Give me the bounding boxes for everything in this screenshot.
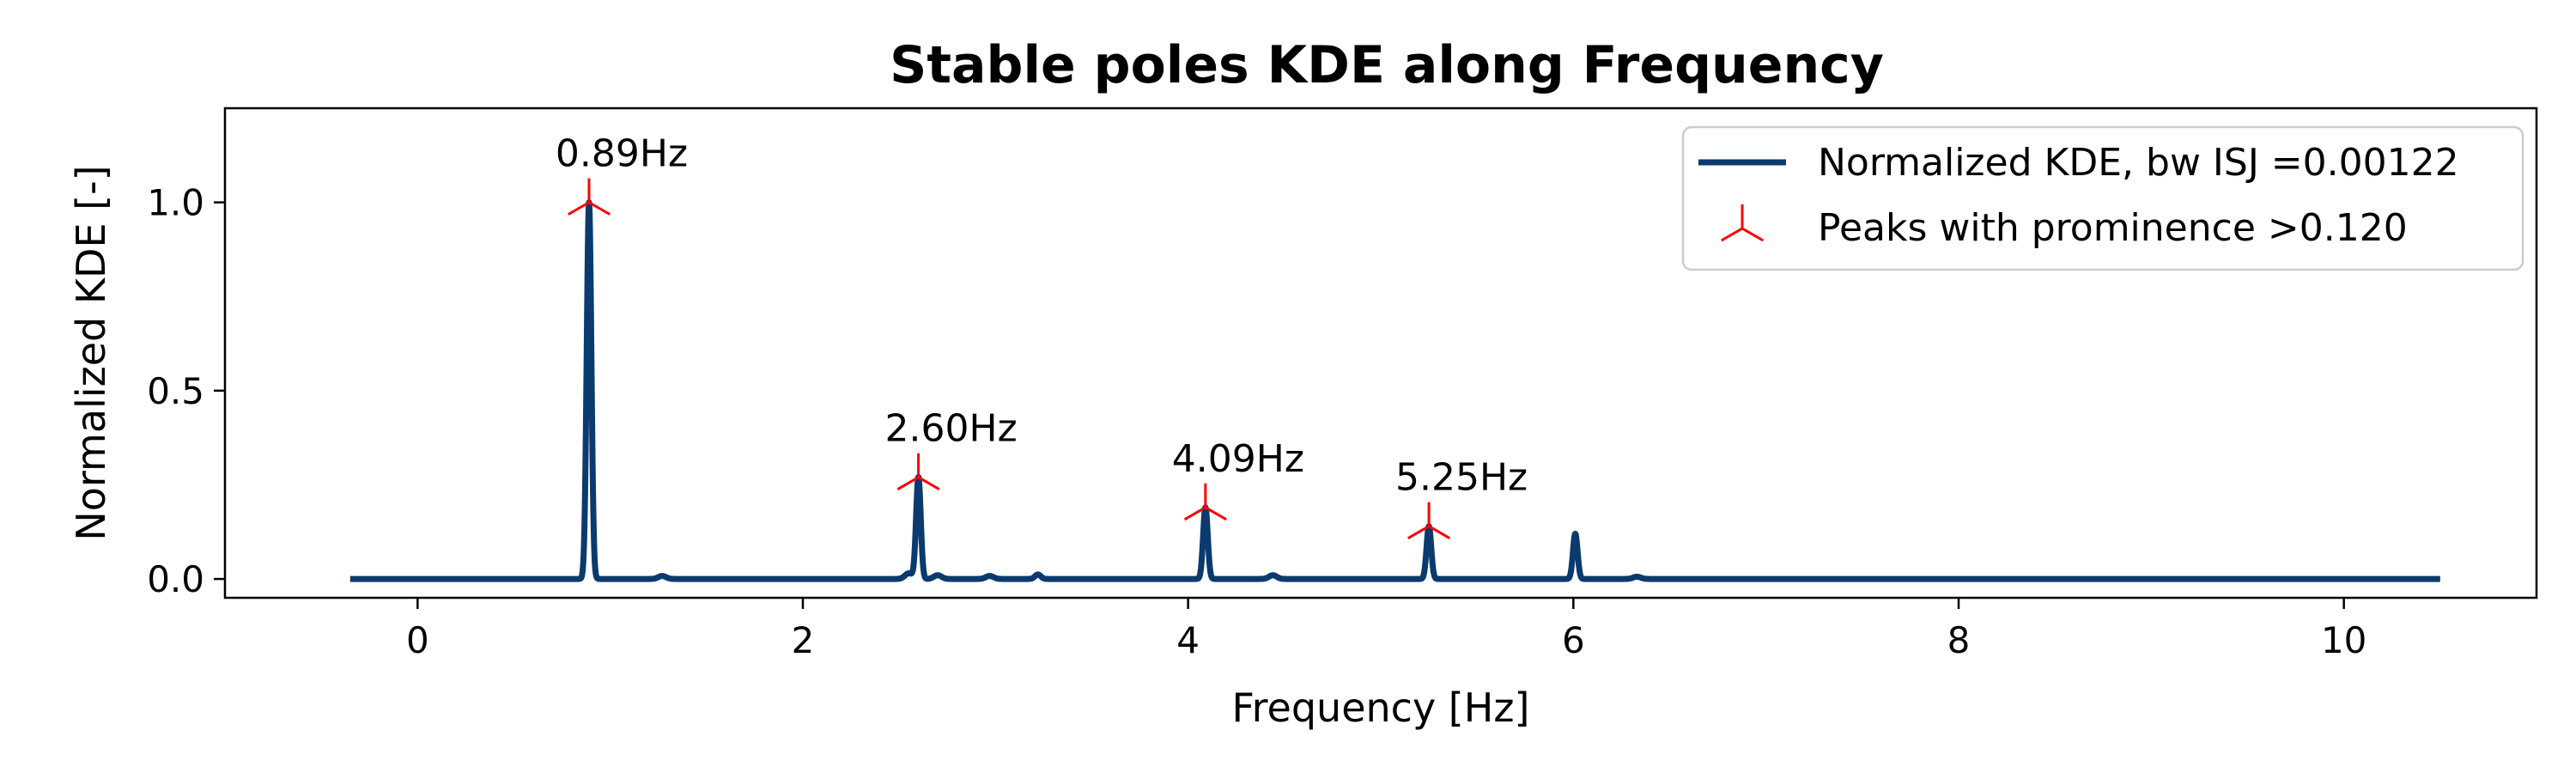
plot-frame <box>223 107 2538 600</box>
legend: Normalized KDE, bw ISJ =0.00122 Peaks wi… <box>1681 125 2524 271</box>
plot-area: 0.89Hz 2.60Hz 4.09Hz 5.25Hz <box>347 132 2443 582</box>
peak-annotation: 5.25Hz <box>1395 456 1528 500</box>
x-axis: 0 2 4 6 8 10 <box>406 598 2366 661</box>
y-tick-label: 0.0 <box>147 558 204 600</box>
x-axis-label: Frequency [Hz] <box>1232 685 1530 731</box>
kde-series-line <box>347 199 2443 582</box>
legend-label-kde: Normalized KDE, bw ISJ =0.00122 <box>1818 141 2459 185</box>
chart-title: Stable poles KDE along Frequency <box>890 35 1884 95</box>
legend-box <box>1681 125 2524 271</box>
peak-marker <box>1407 502 1451 539</box>
x-tick-label: 10 <box>2321 619 2366 661</box>
y-axis-label: Normalized KDE [-] <box>68 165 114 540</box>
x-tick-label: 6 <box>1562 619 1585 661</box>
x-tick-label: 0 <box>406 619 429 661</box>
y-axis: 0.0 0.5 1.0 <box>147 182 225 600</box>
peak-annotation: 4.09Hz <box>1172 437 1304 481</box>
legend-label-peaks: Peaks with prominence >0.120 <box>1818 206 2408 250</box>
peak-annotation: 2.60Hz <box>885 407 1018 451</box>
peak-marker <box>567 178 611 216</box>
legend-peak-marker <box>1721 204 1764 242</box>
x-tick-label: 4 <box>1176 619 1200 661</box>
legend-tri-marker <box>1721 204 1764 242</box>
peak-marker <box>1183 483 1227 521</box>
peak-annotation: 0.89Hz <box>556 132 688 176</box>
peak-marker <box>896 453 940 490</box>
x-tick-label: 8 <box>1947 619 1971 661</box>
y-tick-label: 1.0 <box>147 182 204 224</box>
x-tick-label: 2 <box>792 619 815 661</box>
y-tick-label: 0.5 <box>147 370 204 412</box>
